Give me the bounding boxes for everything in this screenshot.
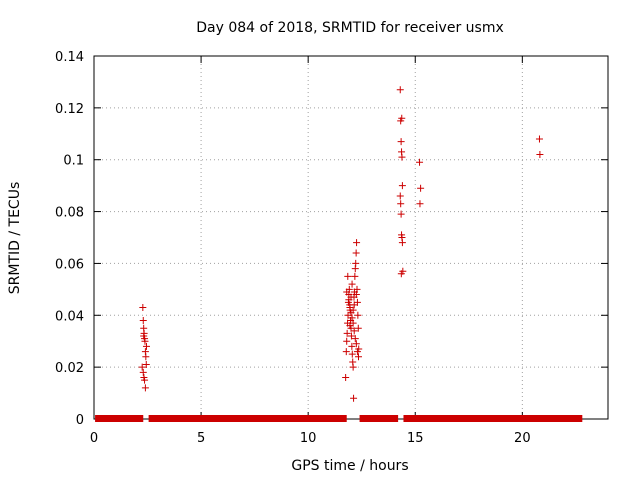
data-point: [348, 314, 356, 322]
data-point: [348, 280, 356, 288]
data-point: [398, 114, 406, 122]
baseline-markers: [95, 415, 583, 422]
data-points: [138, 86, 544, 402]
data-point: [396, 86, 404, 94]
baseline-segment: [95, 415, 144, 422]
y-axis-label: SRMTID / TECUs: [7, 182, 23, 295]
data-point: [343, 329, 351, 337]
data-point: [343, 288, 351, 296]
data-point: [353, 348, 361, 356]
data-point: [350, 327, 358, 335]
data-point: [398, 182, 406, 190]
data-point: [416, 158, 424, 166]
data-point: [351, 335, 359, 343]
y-tick-label: 0.06: [55, 257, 84, 272]
y-tick-label: 0.08: [55, 206, 84, 221]
data-point: [398, 239, 406, 247]
baseline-segment: [359, 415, 399, 422]
data-point: [344, 272, 352, 280]
data-point: [346, 322, 354, 330]
data-point: [349, 363, 357, 371]
data-point: [354, 353, 362, 361]
x-tick-label: 5: [197, 431, 205, 446]
data-point: [353, 285, 361, 293]
data-point: [141, 376, 149, 384]
data-point: [350, 394, 358, 402]
data-point: [342, 348, 350, 356]
data-point: [398, 153, 406, 161]
data-point: [352, 340, 360, 348]
data-point: [397, 210, 405, 218]
data-point: [353, 239, 361, 247]
grid: [94, 56, 608, 419]
data-point: [139, 368, 147, 376]
data-point: [347, 332, 355, 340]
data-point: [342, 374, 350, 382]
data-point: [347, 293, 355, 301]
data-point: [343, 337, 351, 345]
data-point: [139, 304, 147, 312]
y-tick-label: 0.14: [55, 50, 84, 65]
baseline-segment: [148, 415, 347, 422]
data-point: [354, 324, 362, 332]
data-point: [396, 192, 404, 200]
y-tick-label: 0.04: [55, 309, 84, 324]
data-point: [354, 311, 362, 319]
data-point: [139, 316, 147, 324]
data-point: [351, 272, 359, 280]
data-point: [348, 350, 356, 358]
data-point: [536, 151, 544, 159]
x-axis-label: GPS time / hours: [291, 458, 408, 474]
data-point: [348, 342, 356, 350]
x-tick-label: 20: [514, 431, 531, 446]
data-point: [535, 135, 543, 143]
data-point: [142, 361, 150, 369]
plot-frame: [93, 55, 609, 420]
y-tick-label: 0.12: [55, 102, 84, 117]
data-point: [352, 249, 360, 257]
data-point: [142, 353, 150, 361]
data-point: [352, 291, 360, 299]
x-tick-label: 10: [300, 431, 317, 446]
data-point: [417, 184, 425, 192]
data-point: [352, 259, 360, 267]
x-tick-label: 0: [90, 431, 98, 446]
data-point: [141, 384, 149, 392]
y-tick-label: 0.1: [63, 154, 84, 169]
data-point: [397, 200, 405, 208]
y-tick-label: 0: [76, 413, 84, 428]
data-point: [397, 270, 405, 278]
x-tick-label: 15: [407, 431, 424, 446]
data-point: [142, 342, 150, 350]
data-point: [397, 138, 405, 146]
data-point: [138, 363, 146, 371]
baseline-segment: [403, 415, 583, 422]
data-point: [141, 337, 149, 345]
axis-ticks: 0 0.02 0.04 0.06 0.08 0.1 0.12 0.14 0 5 10 15 20: [55, 50, 608, 446]
data-point: [350, 301, 358, 309]
data-point: [140, 332, 148, 340]
chart-title: Day 084 of 2018, SRMTID for receiver usm…: [196, 20, 504, 36]
y-tick-label: 0.02: [55, 361, 84, 376]
data-point: [416, 200, 424, 208]
data-point: [349, 306, 357, 314]
